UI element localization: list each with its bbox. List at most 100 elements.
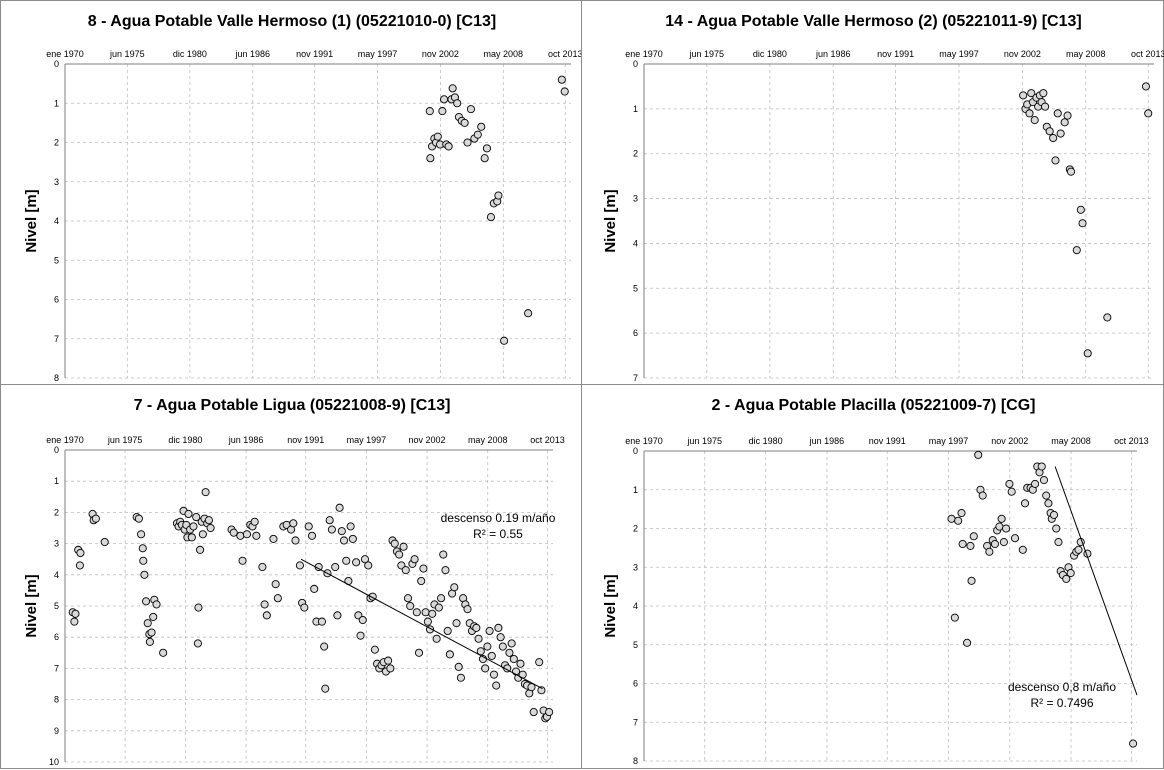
data-point [91,514,100,523]
data-point [545,708,554,717]
data-point [138,544,147,553]
x-tick-label: ene 1970 [625,436,663,446]
data-point [990,539,999,549]
y-tick-label: 8 [54,373,59,383]
y-tick-label: 6 [633,679,638,689]
x-tick-label: may 2008 [1066,49,1106,59]
x-tick-label: jun 1986 [815,49,851,59]
data-point [947,514,956,523]
y-tick-label: 5 [54,601,59,611]
data-point [1078,219,1087,228]
data-point [360,555,370,564]
y-tick-label: 0 [633,59,638,69]
data-point [1010,534,1020,543]
data-point [331,562,340,572]
data-point [950,613,959,622]
data-point [76,548,85,558]
data-point [139,556,148,565]
data-point [142,597,151,606]
y-tick-label: 3 [633,194,638,204]
data-point [356,631,365,640]
data-point [1005,479,1014,488]
data-point [1062,574,1071,583]
data-point [439,550,448,559]
y-tick-label: 4 [633,238,638,248]
data-point [147,628,156,637]
data-point [1051,156,1060,165]
data-point [417,576,426,586]
data-point [395,550,404,559]
y-tick-label: 4 [54,216,59,226]
data-point [1129,739,1138,748]
data-point [1042,491,1051,500]
data-point [317,617,327,626]
data-point [187,533,196,542]
data-point [327,525,336,534]
y-tick-label: 7 [633,373,638,383]
data-point [204,516,213,525]
data-point [423,617,432,626]
data-point [352,558,361,567]
data-point [535,658,544,667]
y-tick-label: 5 [633,283,638,293]
x-tick-label: jun 1975 [686,436,722,446]
chart-panel-valle-hermoso-1: 8 - Agua Potable Valle Hermoso (1) (0522… [0,0,583,385]
data-point [1103,313,1112,322]
y-tick-label: 2 [54,507,59,517]
data-point [75,561,84,570]
chart-title: 7 - Agua Potable Ligua (05221008-9) [C13… [134,397,451,414]
data-point [307,531,317,540]
data-point [974,450,983,459]
data-point [967,576,976,585]
data-point [252,531,261,540]
x-tick-label: jun 1975 [109,49,145,59]
data-point [206,523,215,533]
data-point [485,626,494,636]
x-tick-label: dic 1980 [168,435,202,445]
data-point [472,623,481,632]
x-tick-label: nov 1991 [869,436,906,446]
data-point [516,659,525,668]
x-tick-label: oct 2013 [1131,49,1164,59]
data-point [320,642,329,651]
data-point [1041,102,1050,111]
data-point [370,645,379,654]
data-point [978,491,987,500]
data-point [537,686,546,695]
x-tick-label: dic 1980 [173,49,207,59]
data-point [496,633,505,642]
x-tick-label: may 1997 [939,49,979,59]
data-point [440,95,449,104]
data-point [143,619,152,628]
data-point [450,583,459,592]
data-point [557,75,566,84]
y-tick-label: 9 [54,726,59,736]
data-point [196,545,205,554]
chart-title: 2 - Agua Potable Placilla (05221009-7) [… [712,397,1036,414]
data-point [236,531,245,540]
data-point [494,623,503,632]
data-point [524,309,533,318]
data-point [995,522,1004,531]
data-point [437,594,446,603]
data-point [463,605,472,614]
data-point [1049,510,1059,519]
data-point [194,603,203,612]
data-point [258,562,267,572]
y-tick-label: 7 [633,717,638,727]
data-point [134,514,143,523]
data-point [1056,129,1065,138]
data-point [410,555,419,564]
data-point [325,516,334,525]
data-point [1066,569,1075,578]
data-point [250,517,259,526]
y-tick-label: 2 [54,138,59,148]
data-point [498,642,507,651]
x-tick-label: may 2008 [1051,436,1091,446]
y-tick-label: 7 [54,334,59,344]
x-tick-label: nov 2002 [422,49,459,59]
data-point [346,522,355,531]
y-tick-label: 5 [54,255,59,265]
data-point [453,99,462,108]
data-point [100,537,109,547]
